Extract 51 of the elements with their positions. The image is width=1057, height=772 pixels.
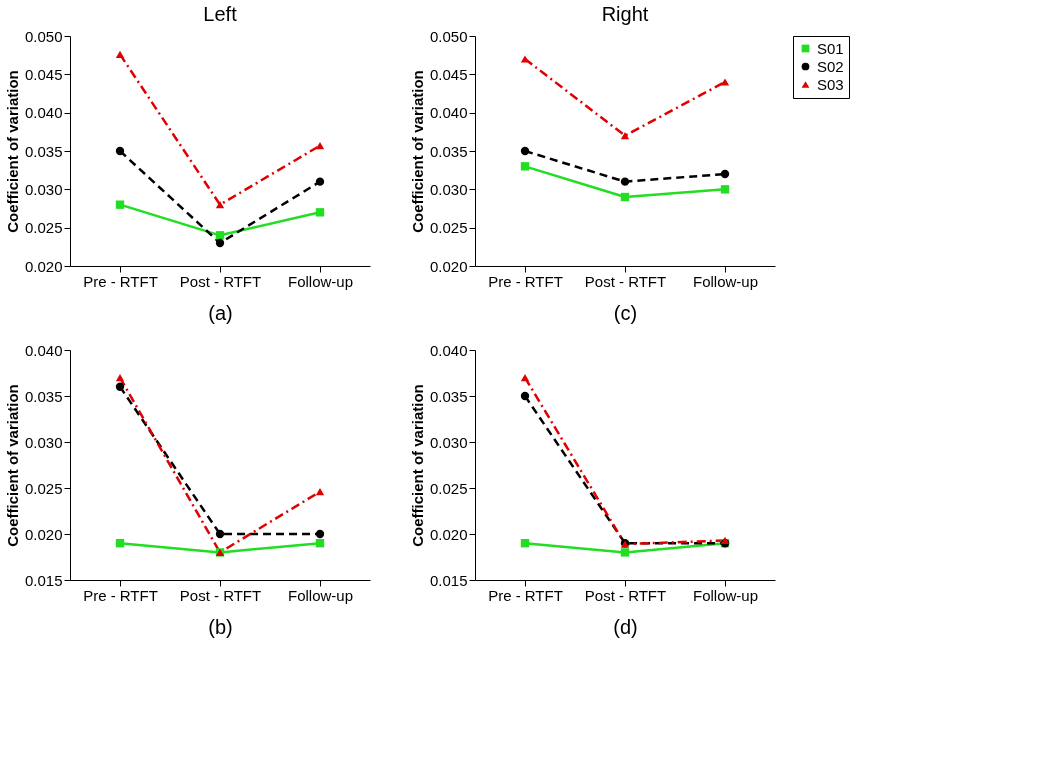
y-tick-label: 0.020 [429, 257, 468, 275]
y-tick-label: 0.025 [24, 219, 63, 237]
y-tick-label: 0.040 [429, 341, 468, 359]
y-axis-title: Coefficient of variation [3, 70, 21, 233]
y-tick-label: 0.045 [24, 65, 63, 83]
x-tick-label: Follow-up [692, 586, 759, 604]
y-tick-label: 0.035 [24, 142, 63, 160]
y-tick-label: 0.045 [429, 65, 468, 83]
y-tick-label: 0.020 [24, 257, 63, 275]
legend-label: S02 [817, 57, 844, 75]
x-tick-label: Pre - RTFT [488, 586, 563, 604]
y-tick-label: 0.020 [429, 525, 468, 543]
x-tick-label: Pre - RTFT [488, 272, 563, 290]
x-tick-label: Pre - RTFT [83, 272, 158, 290]
x-axis-title: (a) [208, 301, 233, 324]
y-tick-label: 0.030 [429, 433, 468, 451]
x-tick-label: Post - RTFT [179, 586, 262, 604]
x-axis-title: (b) [208, 615, 233, 638]
x-axis-title: (d) [613, 615, 638, 638]
y-tick-label: 0.030 [24, 180, 63, 198]
chart-title: Right [601, 3, 649, 25]
y-tick-label: 0.050 [429, 27, 468, 45]
y-tick-label: 0.025 [429, 479, 468, 497]
x-tick-label: Post - RTFT [584, 586, 667, 604]
y-tick-label: 0.050 [24, 27, 63, 45]
x-tick-label: Post - RTFT [584, 272, 667, 290]
x-tick-label: Post - RTFT [179, 272, 262, 290]
y-tick-label: 0.040 [429, 104, 468, 122]
y-tick-label: 0.025 [24, 479, 63, 497]
legend-label: S01 [817, 39, 844, 57]
x-axis-title: (c) [613, 301, 638, 324]
y-tick-label: 0.015 [24, 571, 63, 589]
x-tick-label: Follow-up [287, 586, 354, 604]
x-tick-label: Pre - RTFT [83, 586, 158, 604]
y-tick-label: 0.020 [24, 525, 63, 543]
y-tick-label: 0.030 [24, 433, 63, 451]
y-axis-title: Coefficient of variation [408, 384, 426, 547]
y-axis-title: Coefficient of variation [408, 70, 426, 233]
x-tick-label: Follow-up [287, 272, 354, 290]
y-axis-title: Coefficient of variation [3, 384, 21, 547]
y-tick-label: 0.025 [429, 219, 468, 237]
y-tick-label: 0.035 [429, 142, 468, 160]
x-tick-label: Follow-up [692, 272, 759, 290]
legend-label: S03 [817, 75, 844, 93]
y-tick-label: 0.040 [24, 104, 63, 122]
chart-title: Left [203, 3, 238, 25]
y-tick-label: 0.030 [429, 180, 468, 198]
y-tick-label: 0.035 [24, 387, 63, 405]
y-tick-label: 0.035 [429, 387, 468, 405]
y-tick-label: 0.015 [429, 571, 468, 589]
y-tick-label: 0.040 [24, 341, 63, 359]
